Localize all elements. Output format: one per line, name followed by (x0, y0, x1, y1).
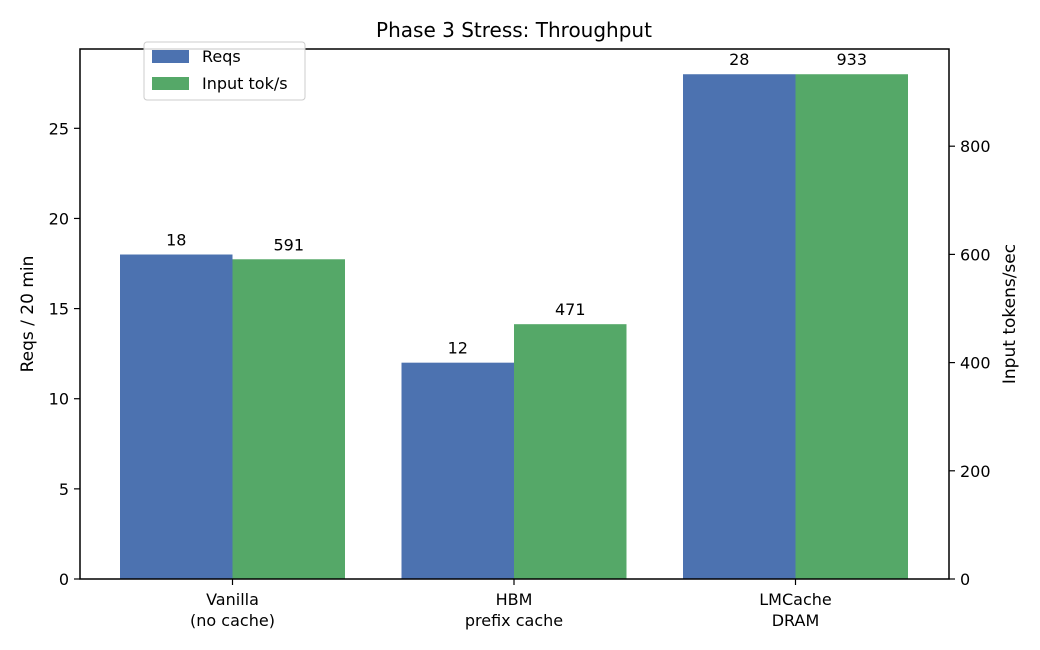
legend-swatch-input-toks (152, 77, 189, 90)
right-y-tick-label: 200 (960, 462, 991, 481)
bar-value-label: 28 (729, 50, 749, 69)
legend-swatch-reqs (152, 50, 189, 63)
bars-layer (120, 74, 908, 580)
bar-value-label: 18 (166, 231, 186, 250)
left-y-tick-label: 5 (59, 480, 69, 499)
bar-value-label: 591 (273, 235, 304, 254)
x-axis: Vanilla (no cache) HBM prefix cache LMCache D… (190, 579, 832, 630)
right-axis-label: Input tokens/sec (1000, 244, 1020, 384)
right-y-tick-label: 400 (960, 354, 991, 373)
bar-input-toks (795, 74, 908, 579)
bar-reqs (120, 254, 233, 580)
bar-value-label: 933 (836, 50, 867, 69)
left-y-tick-label: 10 (49, 390, 69, 409)
left-y-tick-label: 0 (59, 570, 69, 589)
legend-label-reqs: Reqs (202, 47, 241, 66)
right-y-tick-label: 0 (960, 570, 970, 589)
x-tick-label-line: Vanilla (206, 590, 259, 609)
bar-value-labels: 18 591 12 471 28 933 (166, 50, 867, 357)
bar-reqs (683, 74, 796, 579)
right-y-axis: 0 200 400 600 800 (949, 137, 991, 589)
left-y-tick-label: 15 (49, 300, 69, 319)
x-tick-label-line: DRAM (772, 611, 820, 630)
left-y-tick-label: 25 (49, 119, 69, 138)
left-y-tick-label: 20 (49, 209, 69, 228)
legend: Reqs Input tok/s (143, 41, 306, 101)
legend-label-input-toks: Input tok/s (202, 74, 288, 93)
chart-title: Phase 3 Stress: Throughput (376, 18, 652, 42)
right-y-tick-label: 600 (960, 245, 991, 264)
left-axis-label: Reqs / 20 min (18, 256, 38, 373)
x-tick-label: HBM prefix cache (465, 590, 563, 630)
right-y-tick-label: 800 (960, 137, 991, 156)
bar-value-label: 12 (448, 339, 468, 358)
x-tick-label: LMCache DRAM (759, 590, 831, 630)
bar-input-toks (232, 259, 345, 579)
bar-reqs (401, 362, 514, 579)
x-tick-label-line: LMCache (759, 590, 831, 609)
x-tick-label-line: (no cache) (190, 611, 275, 630)
bar-input-toks (514, 324, 627, 579)
x-tick-label-line: prefix cache (465, 611, 563, 630)
left-y-axis: 0 5 10 15 20 25 (49, 119, 80, 589)
bar-value-label: 471 (555, 300, 586, 319)
x-tick-label-line: HBM (496, 590, 533, 609)
x-tick-label: Vanilla (no cache) (190, 590, 275, 630)
